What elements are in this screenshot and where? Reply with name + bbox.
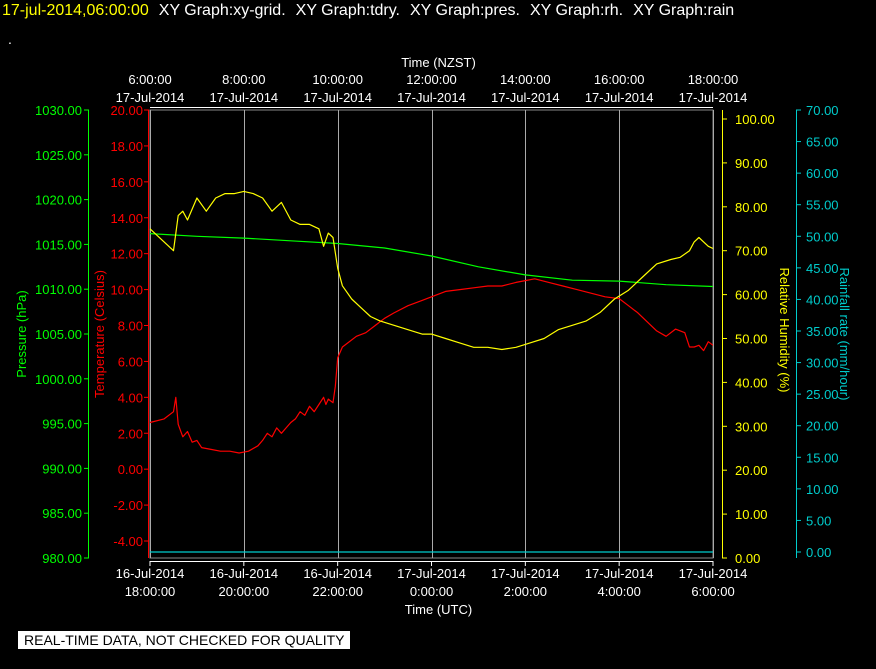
bottom-tick-date: 17-Jul-2014	[585, 566, 654, 581]
rain-tick-label: 15.00	[806, 450, 839, 465]
humidity-tick-label: 40.00	[735, 375, 768, 390]
rain-tick-label: 40.00	[806, 292, 839, 307]
top-tick-date: 17-Jul-2014	[491, 90, 560, 105]
temperature-tick-label: 6.00	[118, 354, 143, 369]
bottom-tick-time: 18:00:00	[125, 584, 176, 599]
top-tick-date: 17-Jul-2014	[116, 90, 185, 105]
top-tick-time: 14:00:00	[500, 72, 551, 87]
bottom-tick-time: 22:00:00	[312, 584, 363, 599]
graph-header: 17-jul-2014,06:00:00 XY Graph:xy-grid. XY …	[2, 2, 734, 20]
humidity-tick-label: 0.00	[735, 551, 760, 566]
temperature-tick-label: 20.00	[110, 103, 143, 118]
rain-tick-label: 45.00	[806, 261, 839, 276]
bottom-tick-date: 16-Jul-2014	[303, 566, 372, 581]
temperature-tick-label: 0.00	[118, 462, 143, 477]
temperature-tick-label: 18.00	[110, 139, 143, 154]
pressure-tick-label: 1005.00	[35, 327, 82, 342]
top-tick-time: 12:00:00	[406, 72, 457, 87]
rain-tick-label: 35.00	[806, 324, 839, 339]
rain-axis-title: Rainfall rate (mm/hour)	[837, 268, 852, 401]
temperature-tick-label: 10.00	[110, 283, 143, 298]
bottom-axis-title: Time (UTC)	[405, 602, 472, 617]
top-tick-date: 17-Jul-2014	[679, 90, 748, 105]
temperature-axis-title: Temperature (Celsius)	[92, 270, 107, 398]
humidity-series-line	[149, 190, 714, 351]
top-tick-time: 16:00:00	[594, 72, 645, 87]
bottom-tick-time: 0:00:00	[410, 584, 453, 599]
top-tick-time: 18:00:00	[688, 72, 739, 87]
rain-tick-label: 60.00	[806, 166, 839, 181]
rain-tick-label: 65.00	[806, 135, 839, 150]
pressure-tick-label: 1025.00	[35, 148, 82, 163]
bottom-tick-date: 16-Jul-2014	[210, 566, 279, 581]
humidity-tick-label: 30.00	[735, 419, 768, 434]
pressure-tick-label: 985.00	[42, 506, 82, 521]
humidity-tick-label: 100.00	[735, 112, 775, 127]
humidity-tick-label: 60.00	[735, 288, 768, 303]
header-graph-tdry: XY Graph:tdry.	[295, 2, 400, 19]
top-tick-date: 17-Jul-2014	[210, 90, 279, 105]
temperature-tick-label: 12.00	[110, 247, 143, 262]
header-dot: .	[8, 31, 12, 47]
bottom-tick-time: 6:00:00	[691, 584, 734, 599]
pressure-tick-label: 990.00	[42, 461, 82, 476]
humidity-tick-label: 70.00	[735, 244, 768, 259]
humidity-tick-label: 10.00	[735, 507, 768, 522]
top-axis-title: Time (NZST)	[401, 55, 476, 70]
top-tick-time: 10:00:00	[312, 72, 363, 87]
pressure-tick-label: 1000.00	[35, 372, 82, 387]
bottom-tick-date: 17-Jul-2014	[491, 566, 560, 581]
header-graph-rh: XY Graph:rh.	[529, 2, 624, 19]
bottom-tick-date: 17-Jul-2014	[397, 566, 466, 581]
bottom-tick-date: 17-Jul-2014	[679, 566, 748, 581]
top-tick-time: 8:00:00	[222, 72, 265, 87]
rain-tick-label: 30.00	[806, 356, 839, 371]
bottom-tick-date: 16-Jul-2014	[116, 566, 185, 581]
rain-tick-label: 10.00	[806, 482, 839, 497]
pressure-axis-title: Pressure (hPa)	[14, 290, 29, 377]
header-graph-rain: XY Graph:rain	[633, 2, 735, 19]
rain-tick-label: 50.00	[806, 229, 839, 244]
temperature-tick-label: 4.00	[118, 390, 143, 405]
bottom-tick-time: 2:00:00	[504, 584, 547, 599]
rain-tick-label: 70.00	[806, 103, 839, 118]
pressure-series-line	[149, 233, 714, 288]
temperature-tick-label: 16.00	[110, 175, 143, 190]
bottom-tick-time: 20:00:00	[219, 584, 270, 599]
humidity-tick-label: 20.00	[735, 463, 768, 478]
pressure-tick-label: 980.00	[42, 551, 82, 566]
header-graph-xy-grid: XY Graph:xy-grid.	[158, 2, 286, 19]
top-tick-date: 17-Jul-2014	[585, 90, 654, 105]
top-tick-date: 17-Jul-2014	[397, 90, 466, 105]
temperature-tick-label: 2.00	[118, 426, 143, 441]
header-timestamp: 17-jul-2014,06:00:00	[2, 2, 149, 19]
humidity-tick-label: 50.00	[735, 332, 768, 347]
temperature-tick-label: 14.00	[110, 211, 143, 226]
temperature-tick-label: -4.00	[113, 534, 143, 549]
top-tick-date: 17-Jul-2014	[303, 90, 372, 105]
pressure-tick-label: 995.00	[42, 417, 82, 432]
rain-tick-label: 5.00	[806, 513, 831, 528]
bottom-tick-time: 4:00:00	[597, 584, 640, 599]
rain-tick-label: 55.00	[806, 198, 839, 213]
humidity-axis-title: Relative Humidity (%)	[777, 268, 792, 393]
pressure-tick-label: 1010.00	[35, 282, 82, 297]
temperature-series-line	[149, 278, 714, 454]
top-tick-time: 6:00:00	[128, 72, 171, 87]
pressure-tick-label: 1020.00	[35, 193, 82, 208]
temperature-tick-label: -2.00	[113, 498, 143, 513]
header-graph-pres: XY Graph:pres.	[410, 2, 520, 19]
rain-tick-label: 20.00	[806, 419, 839, 434]
humidity-tick-label: 80.00	[735, 200, 768, 215]
data-quality-disclaimer: REAL-TIME DATA, NOT CHECKED FOR QUALITY	[18, 631, 351, 649]
rain-tick-label: 25.00	[806, 387, 839, 402]
temperature-tick-label: 8.00	[118, 319, 143, 334]
rain-tick-label: 0.00	[806, 545, 831, 560]
pressure-tick-label: 1015.00	[35, 237, 82, 252]
humidity-tick-label: 90.00	[735, 156, 768, 171]
pressure-tick-label: 1030.00	[35, 103, 82, 118]
